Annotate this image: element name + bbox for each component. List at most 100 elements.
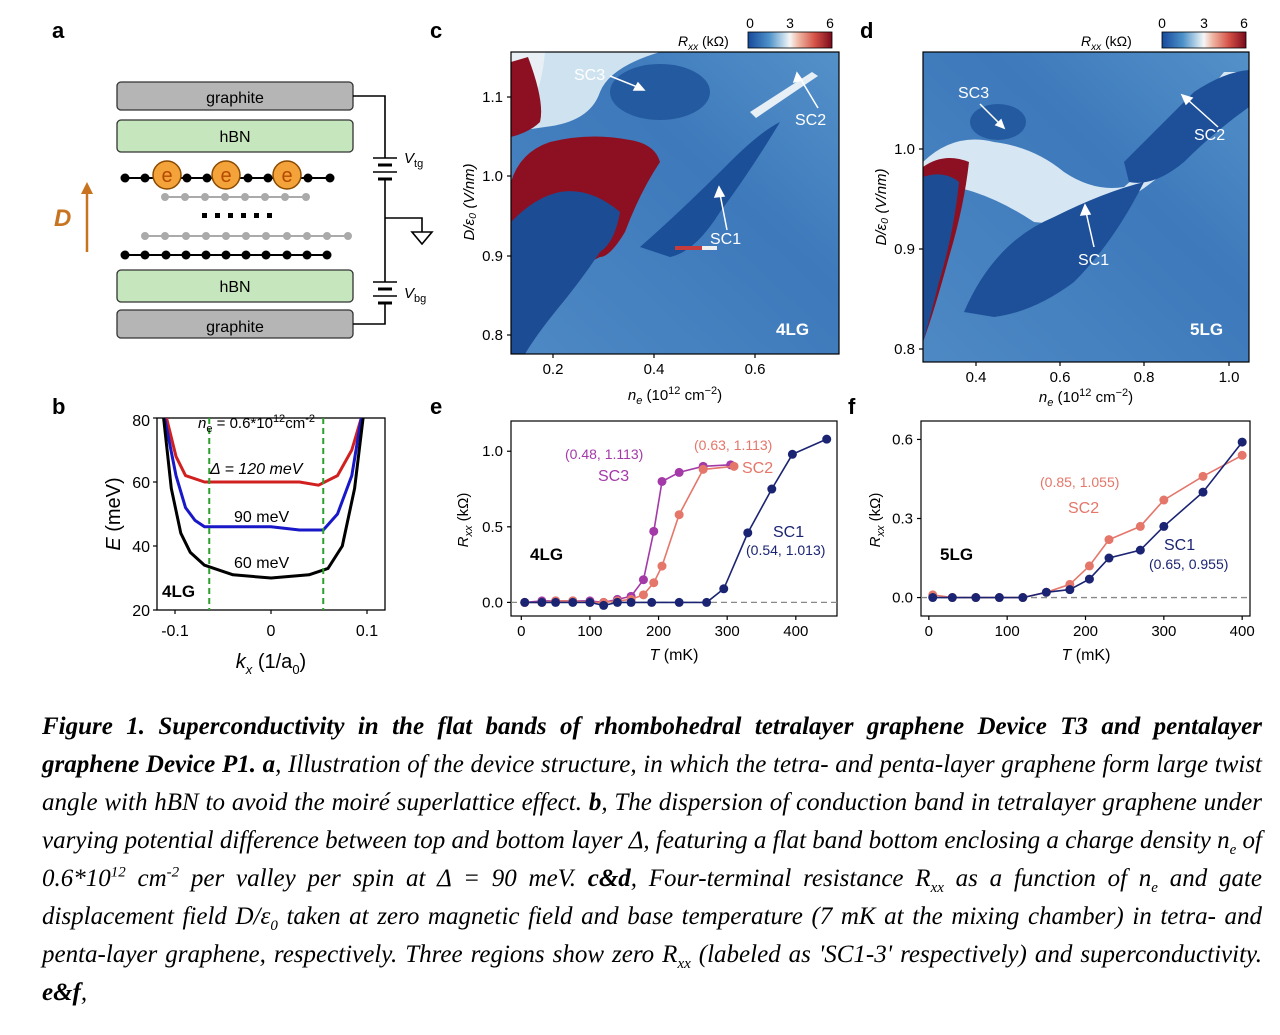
data-point-sc1	[719, 584, 729, 594]
plot-frame	[920, 420, 1251, 617]
map-frame	[922, 51, 1250, 363]
sc2-label: SC2	[1068, 500, 1099, 517]
data-point-sc1	[1159, 521, 1169, 531]
data-point-sc1	[1084, 574, 1094, 584]
device-label: 4LG	[162, 582, 195, 601]
x-tick-label: 0	[517, 623, 525, 640]
x-tick-label: 300	[1151, 623, 1176, 640]
panel-letter-e: e	[430, 394, 443, 419]
electron-icon	[152, 160, 182, 190]
caption-superscript: -2	[166, 864, 180, 881]
x-tick-label: 400	[1230, 623, 1255, 640]
x-axis-label: ne (1012 cm−2)	[1039, 387, 1133, 407]
device-label: 4LG	[530, 545, 563, 564]
sc3-label: SC3	[598, 468, 629, 485]
sc1-label: SC1	[1164, 537, 1195, 554]
caption-text: as a function of n	[943, 865, 1152, 892]
top-gate-voltage-label: Vtg	[404, 150, 423, 170]
sc3-label: SC3	[574, 67, 605, 84]
device-schematic: graphite hBN hBN graphite e e e	[54, 81, 434, 339]
data-point-sc1	[787, 449, 797, 459]
caption-letter: a	[262, 751, 276, 778]
data-point-sc1	[822, 434, 832, 444]
hbn-bottom-layer	[116, 269, 354, 303]
y-tick-label: 20	[132, 603, 150, 620]
panel-letter-d: d	[860, 18, 874, 43]
y-axis-label: D/ε₀ (V/nm)	[873, 168, 890, 245]
y-tick-label: 60	[132, 475, 150, 492]
x-tick-label: 1.0	[1219, 369, 1240, 386]
svg-text:e: e	[281, 165, 292, 187]
caption-text: , Illustration of the device structure, …	[42, 751, 1263, 816]
resistance-map-4lg: Rxx (kΩ) 0 3 6 0.8 0.9 1.0 1.1 0.2	[461, 15, 840, 407]
caption-letter: b	[588, 789, 602, 816]
sc3-coordinates: (0.48, 1.113)	[565, 446, 643, 462]
plot-frame	[510, 420, 838, 617]
y-axis-label: E (meV)	[103, 477, 125, 550]
colorbar	[1161, 31, 1247, 49]
data-point-sc1	[1018, 593, 1028, 603]
caption-text: per valley per spin at Δ = 90 meV.	[179, 865, 576, 892]
series-line-sc3	[524, 464, 731, 604]
data-point-sc3	[674, 467, 684, 477]
caption-letter: c&d	[587, 865, 631, 892]
panel-letter-f: f	[848, 394, 856, 419]
svg-text:e: e	[161, 165, 172, 187]
caption-subscript: e	[1151, 880, 1158, 896]
x-tick-label: 0	[267, 623, 276, 640]
x-tick-label: 0.2	[543, 361, 564, 378]
data-point-sc2	[657, 561, 667, 571]
colorbar-tick: 6	[1240, 15, 1248, 31]
device-label: 4LG	[776, 320, 809, 339]
x-tick-label: 0.4	[644, 361, 665, 378]
data-point-sc1	[568, 597, 578, 607]
data-point-sc2	[638, 590, 648, 600]
caption-subscript: xx	[930, 880, 944, 896]
y-tick-label: 80	[132, 413, 150, 430]
sc2-label: SC2	[1194, 127, 1225, 144]
data-point-sc2	[1159, 495, 1169, 505]
data-point-sc1	[1135, 545, 1145, 555]
data-point-sc1	[1237, 437, 1247, 447]
colorbar-tick: 6	[826, 15, 834, 31]
sc2-coordinates: (0.63, 1.113)	[694, 437, 772, 453]
x-tick-label: 0.4	[966, 369, 987, 386]
caption-text: , The dispersion of conduction band in t…	[42, 789, 1263, 854]
colorbar-tick: 3	[786, 15, 794, 31]
data-point-sc2	[1198, 471, 1208, 481]
x-tick-label: 0.8	[1134, 369, 1155, 386]
y-tick-label: 0.0	[482, 594, 503, 611]
panel-letter-b: b	[52, 394, 66, 419]
x-tick-label: 0.6	[745, 361, 766, 378]
lower-gray-atom-chain	[141, 232, 352, 240]
colorbar-tick: 0	[1158, 15, 1166, 31]
y-tick-label: 1.0	[894, 141, 915, 158]
sc2-label: SC2	[742, 460, 773, 477]
sc1-label: SC1	[773, 524, 804, 541]
density-annotation: ne = 0.6*1012cm-2	[198, 413, 315, 435]
hbn-top-label: hBN	[219, 129, 250, 146]
gate-circuit	[353, 95, 434, 325]
caption-text: ,	[80, 979, 88, 1006]
caption-title: Figure 1. Superconductivity in the flat …	[42, 713, 1262, 778]
panel-letter-c: c	[430, 18, 443, 43]
caption-text: of 0.6*10	[42, 827, 1262, 892]
x-tick-label: 100	[577, 623, 602, 640]
data-point-sc2	[649, 578, 659, 588]
device-label: 5LG	[1190, 320, 1223, 339]
sc1-coordinates: (0.65, 0.955)	[1149, 556, 1228, 572]
caption-subscript: xx	[677, 956, 691, 972]
delta-120-label: Δ = 120 meV	[209, 461, 304, 478]
electron-markers: e e e	[152, 160, 302, 190]
electron-icon	[211, 160, 241, 190]
data-point-sc1	[585, 597, 595, 607]
x-axis-label: T (mK)	[650, 647, 699, 664]
y-axis-label: Rxx (kΩ)	[455, 493, 475, 548]
hbn-top-layer	[116, 119, 354, 153]
data-point-sc1	[743, 528, 753, 538]
data-point-sc1	[1065, 585, 1075, 595]
y-tick-label: 0.3	[892, 511, 913, 528]
data-point-sc1	[537, 597, 547, 607]
y-axis-label: Rxx (kΩ)	[867, 493, 887, 548]
data-point-sc3	[649, 526, 659, 536]
